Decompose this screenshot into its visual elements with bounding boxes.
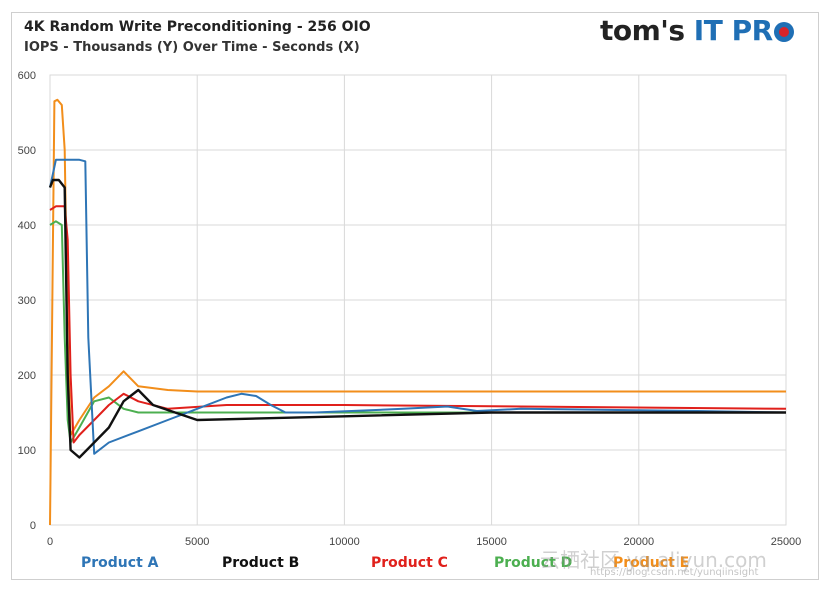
brand-logo: tom's IT PR xyxy=(600,14,794,47)
y-tick-label: 100 xyxy=(18,445,36,457)
chart-subtitle: IOPS - Thousands (Y) Over Time - Seconds… xyxy=(24,40,360,55)
brand-target-icon xyxy=(773,22,794,42)
watermark-url: https://blog.csdn.net/yunqiinsight xyxy=(590,567,759,578)
legend-label: Product B xyxy=(222,555,300,571)
y-tick-label: 500 xyxy=(18,145,36,157)
x-tick-label: 15000 xyxy=(476,536,507,548)
brand-main: tom's xyxy=(600,14,685,47)
chart-frame xyxy=(11,12,819,580)
y-tick-label: 200 xyxy=(18,370,36,382)
legend-item-product-a: Product A xyxy=(81,555,158,571)
x-tick-label: 5000 xyxy=(185,536,209,548)
legend-label: Product E xyxy=(613,555,690,571)
chart-title: 4K Random Write Preconditioning - 256 OI… xyxy=(24,19,371,35)
x-tick-label: 25000 xyxy=(771,536,802,548)
legend-item-product-d: Product D xyxy=(494,555,572,571)
legend-item-product-c: Product C xyxy=(371,555,448,571)
series-line-product-a xyxy=(49,158,787,455)
legend-item-product-e: Product E xyxy=(613,555,689,571)
x-tick-label: 20000 xyxy=(624,536,655,548)
y-tick-label: 400 xyxy=(18,220,36,232)
series-line-product-d xyxy=(49,220,786,444)
legend-label: Product C xyxy=(371,555,448,571)
legend-label: Product D xyxy=(494,555,573,571)
watermark-text: 云栖社区 yq.aliyun.com xyxy=(540,548,767,572)
series-line-product-b xyxy=(48,178,786,459)
x-tick-label: 10000 xyxy=(329,536,360,548)
brand-accent: IT PR xyxy=(693,14,773,47)
legend-label: Product A xyxy=(81,555,159,571)
y-tick-label: 600 xyxy=(18,70,36,82)
y-tick-label: 0 xyxy=(30,520,36,532)
legend-item-product-b: Product B xyxy=(222,555,299,571)
series-line-product-e xyxy=(49,98,786,526)
x-tick-label: 0 xyxy=(47,536,53,548)
y-tick-label: 300 xyxy=(18,295,36,307)
